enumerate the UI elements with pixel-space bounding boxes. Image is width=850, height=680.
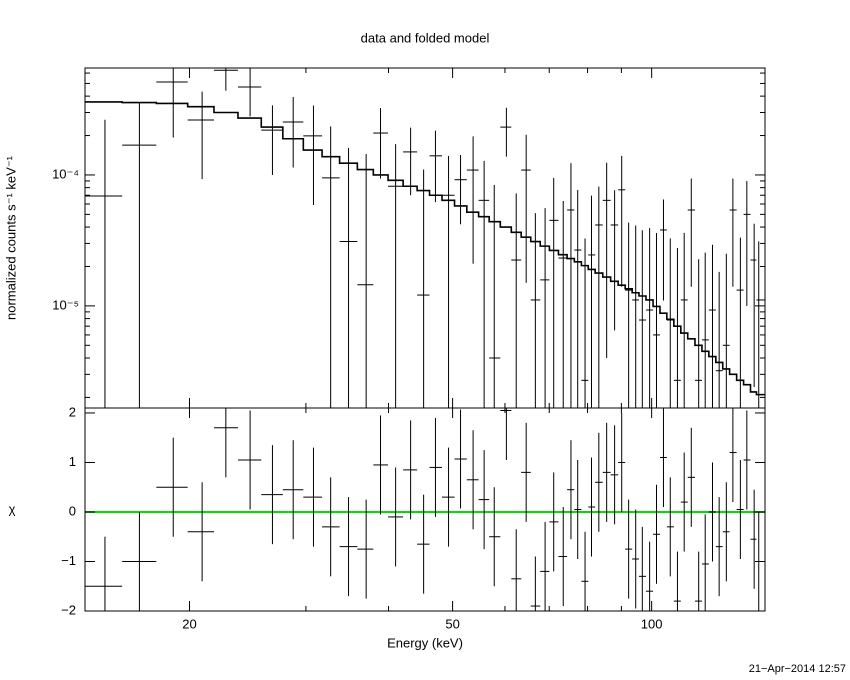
chart-title: data and folded model	[361, 30, 490, 45]
x-tick-label: 20	[182, 616, 196, 631]
y-tick-label: 2	[69, 404, 76, 419]
bottom-frame	[84, 407, 766, 612]
y-axis-label: normalized counts s⁻¹ keV⁻¹	[3, 155, 18, 320]
y-tick-label: 0	[69, 503, 76, 518]
y-tick-label: −1	[61, 553, 76, 568]
x-axis-label: Energy (keV)	[387, 635, 463, 650]
y-tick-label: 10⁻⁵	[52, 297, 79, 312]
y-tick-label: 10⁻⁴	[52, 166, 79, 181]
x-tick-label: 100	[641, 616, 663, 631]
y-tick-label: −2	[61, 602, 76, 617]
axes: 20 50 100 10⁻⁵ 10⁻⁴ −2 −1 0 1 2	[52, 68, 765, 631]
residual-axis-label: χ	[9, 501, 16, 516]
spectrum-panel	[85, 68, 765, 408]
timestamp: 21−Apr−2014 12:57	[749, 663, 846, 675]
x-tick-label: 50	[445, 616, 459, 631]
y-tick-label: 1	[69, 454, 76, 469]
residual-panel	[85, 408, 765, 611]
